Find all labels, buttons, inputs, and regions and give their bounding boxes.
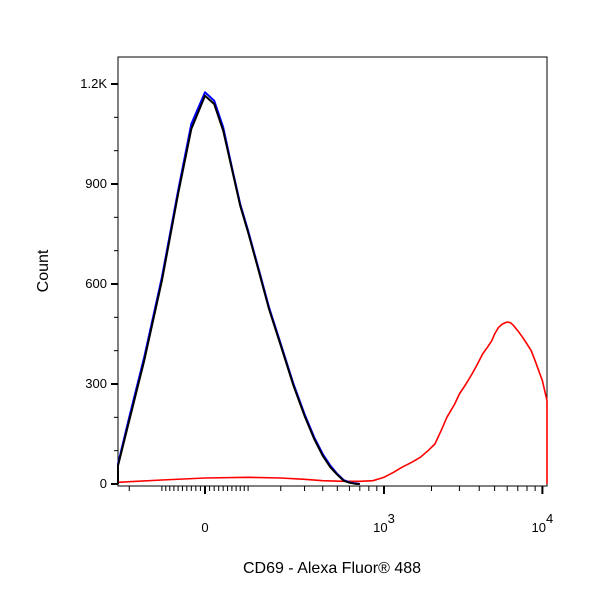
y-tick-label: 600 [85,276,107,291]
y-tick-label: 300 [85,376,107,391]
y-axis-ticks: 0 300 600 900 1.2K [80,76,118,491]
x-axis-title: CD69 - Alexa Fluor® 488 [243,560,421,577]
series-line-1 [117,321,548,484]
series-line-2 [117,91,360,485]
plot-frame [117,56,548,487]
x-tick-label: 0 [201,520,208,535]
x-tick-label: 103 [373,511,395,535]
x-tick-label: 104 [532,511,554,535]
series-line-3 [117,94,360,485]
series-group [117,91,548,485]
y-minor-ticks [114,116,118,452]
y-tick-label: 900 [85,176,107,191]
y-tick-label: 1.2K [80,76,107,91]
y-axis-title: Count [35,249,52,292]
x-minor-ticks [128,486,536,491]
x-axis-ticks: 0 103 104 [201,486,553,535]
y-tick-label: 0 [100,476,107,491]
